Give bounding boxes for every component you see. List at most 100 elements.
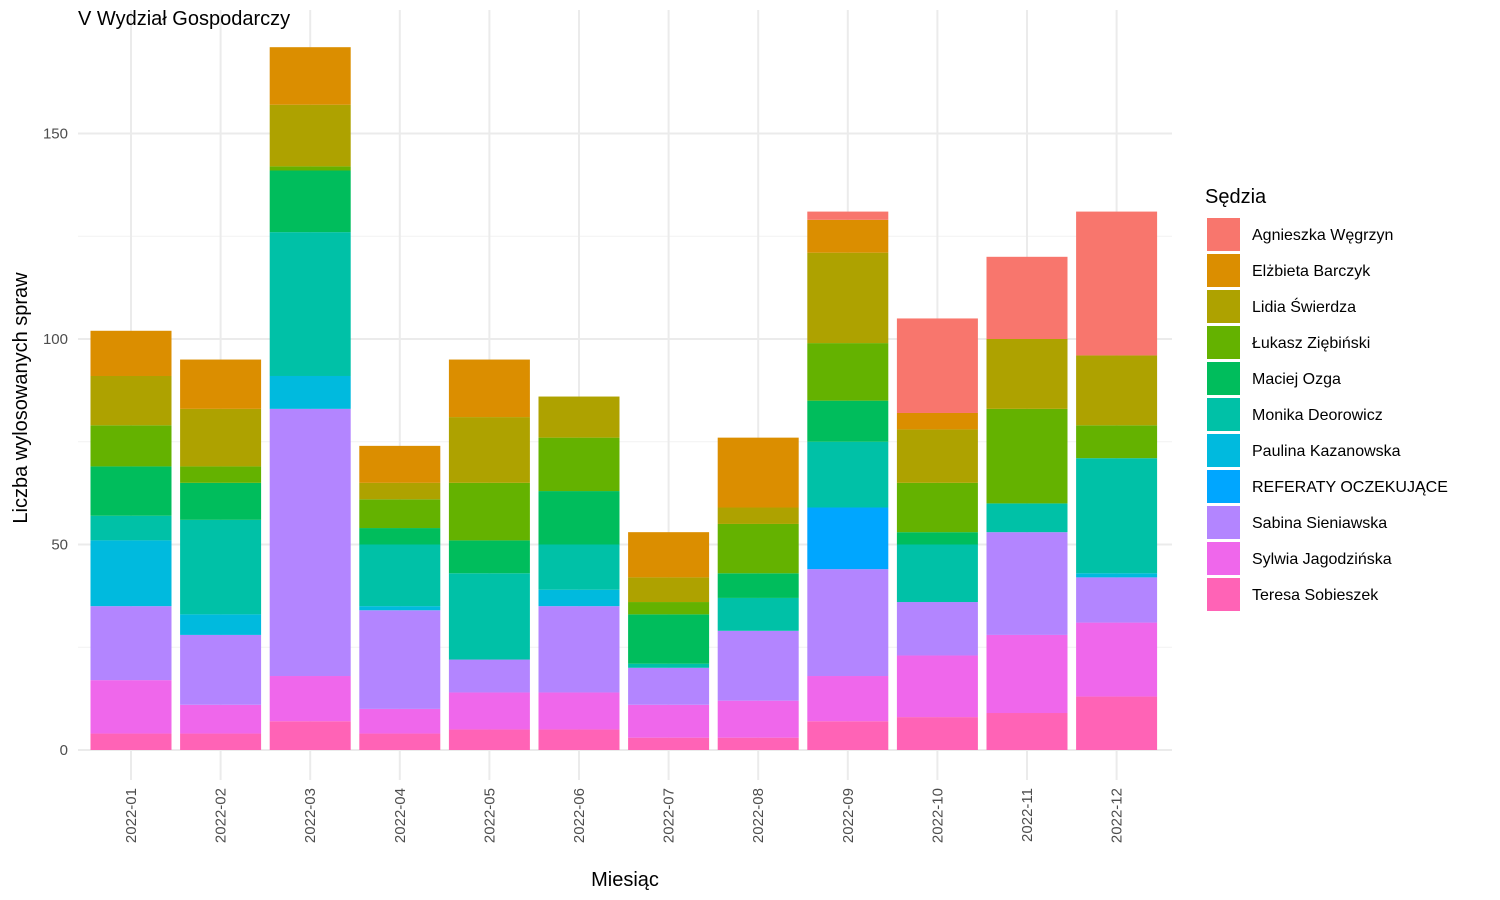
x-tick-label: 2022-02 xyxy=(213,788,230,843)
bar-segment xyxy=(628,532,710,578)
legend-swatch xyxy=(1207,362,1240,395)
bar-segment xyxy=(986,634,1068,714)
x-ticks: 2022-01 2022-02 2022-03 2022-04 2022-05 2022-… xyxy=(123,788,1126,843)
bar-segment xyxy=(628,602,710,615)
legend-label: REFERATY OCZEKUJĄCE xyxy=(1252,479,1448,496)
bar-segment xyxy=(538,491,620,545)
x-tick-label: 2022-03 xyxy=(302,788,319,843)
bar-segment xyxy=(1076,577,1158,623)
legend-label: Paulina Kazanowska xyxy=(1252,443,1401,460)
bar-segment xyxy=(986,503,1068,533)
bar-segment xyxy=(180,519,262,615)
bar-segment xyxy=(986,256,1068,339)
bar-segment xyxy=(1076,622,1158,697)
bar-segment xyxy=(269,170,351,233)
legend-swatch xyxy=(1207,218,1240,251)
legend-label: Monika Deorowicz xyxy=(1252,407,1383,424)
legend-label: Agnieszka Węgrzyn xyxy=(1252,227,1393,244)
bar-segment xyxy=(896,412,978,430)
y-tick-label: 50 xyxy=(51,537,68,554)
bar-segment xyxy=(717,737,799,750)
legend-label: Sabina Sieniawska xyxy=(1252,515,1387,532)
bar-segment xyxy=(448,692,530,730)
bar-segment xyxy=(1076,696,1158,750)
bar-segment xyxy=(359,445,441,483)
x-tick-label: 2022-10 xyxy=(929,788,946,843)
bar-segment xyxy=(90,733,172,750)
x-tick-label: 2022-08 xyxy=(750,788,767,843)
bar-segment xyxy=(269,104,351,167)
x-tick-label: 2022-06 xyxy=(571,788,588,843)
bar-segment xyxy=(269,721,351,750)
bar-segment xyxy=(269,232,351,376)
x-tick-label: 2022-09 xyxy=(840,788,857,843)
bar-segment xyxy=(896,544,978,603)
bar-segment xyxy=(359,708,441,734)
bar-segment xyxy=(90,375,172,426)
bar-segment xyxy=(538,544,620,590)
legend-swatch xyxy=(1207,326,1240,359)
bar-segment xyxy=(807,507,889,570)
bar-segment xyxy=(538,729,620,750)
bar-segment xyxy=(628,667,710,705)
bar-segment xyxy=(269,47,351,105)
bar-segment xyxy=(538,437,620,492)
bar-segment xyxy=(359,528,441,545)
bar-segment xyxy=(90,330,172,376)
legend-swatch xyxy=(1207,254,1240,287)
bar-segment xyxy=(628,663,710,668)
y-tick-label: 100 xyxy=(43,331,68,348)
legend-label: Elżbieta Barczyk xyxy=(1252,263,1371,280)
bar-segment xyxy=(90,515,172,541)
bar-segment xyxy=(807,569,889,677)
bar-segment xyxy=(1076,211,1158,356)
bar-segment xyxy=(896,318,978,413)
bar-segment xyxy=(1076,425,1158,459)
bar-segment xyxy=(807,219,889,253)
bar-segment xyxy=(717,507,799,524)
bar-segment xyxy=(807,211,889,220)
bar-segment xyxy=(359,499,441,529)
bar-segment xyxy=(448,482,530,541)
bar-segment xyxy=(717,437,799,508)
bar-segment xyxy=(628,704,710,738)
x-axis-title: Miesiąc xyxy=(591,869,659,891)
bar-segment xyxy=(359,544,441,607)
bar-segment xyxy=(717,630,799,701)
bar-segment xyxy=(1076,573,1158,578)
legend-title: Sędzia xyxy=(1205,186,1267,208)
bar-segment xyxy=(448,359,530,418)
bar-segment xyxy=(717,573,799,598)
legend-label: Łukasz Ziębiński xyxy=(1252,335,1370,352)
bar-segment xyxy=(269,408,351,677)
bar-segment xyxy=(180,634,262,705)
y-ticks: 0 50 100 150 xyxy=(43,126,68,760)
legend-label: Maciej Ozga xyxy=(1252,371,1341,388)
bar-segment xyxy=(269,166,351,171)
y-axis-title: Liczba wylosowanych spraw xyxy=(10,272,32,524)
bar-segment xyxy=(359,733,441,750)
bar-segment xyxy=(807,721,889,750)
bar-segment xyxy=(538,396,620,438)
bar-segment xyxy=(180,482,262,520)
bar-segment xyxy=(90,606,172,681)
bar-segment xyxy=(180,733,262,750)
bar-segment xyxy=(896,655,978,718)
bar-segment xyxy=(448,417,530,483)
legend: Agnieszka Węgrzyn Elżbieta Barczyk Lidia Ś… xyxy=(1207,218,1448,611)
bar-segment xyxy=(717,597,799,631)
bar-segment xyxy=(90,680,172,734)
bar-segment xyxy=(448,540,530,574)
legend-label: Teresa Sobieszek xyxy=(1252,587,1379,604)
legend-label: Sylwia Jagodzińska xyxy=(1252,551,1392,568)
bar-segment xyxy=(986,713,1068,750)
bar-segment xyxy=(180,704,262,734)
bar-segment xyxy=(180,359,262,409)
bar-segment xyxy=(986,339,1068,409)
bar-segment xyxy=(896,482,978,533)
y-tick-label: 0 xyxy=(60,742,68,759)
bar-segment xyxy=(717,700,799,738)
legend-swatch xyxy=(1207,398,1240,431)
x-tick-label: 2022-01 xyxy=(123,788,140,843)
